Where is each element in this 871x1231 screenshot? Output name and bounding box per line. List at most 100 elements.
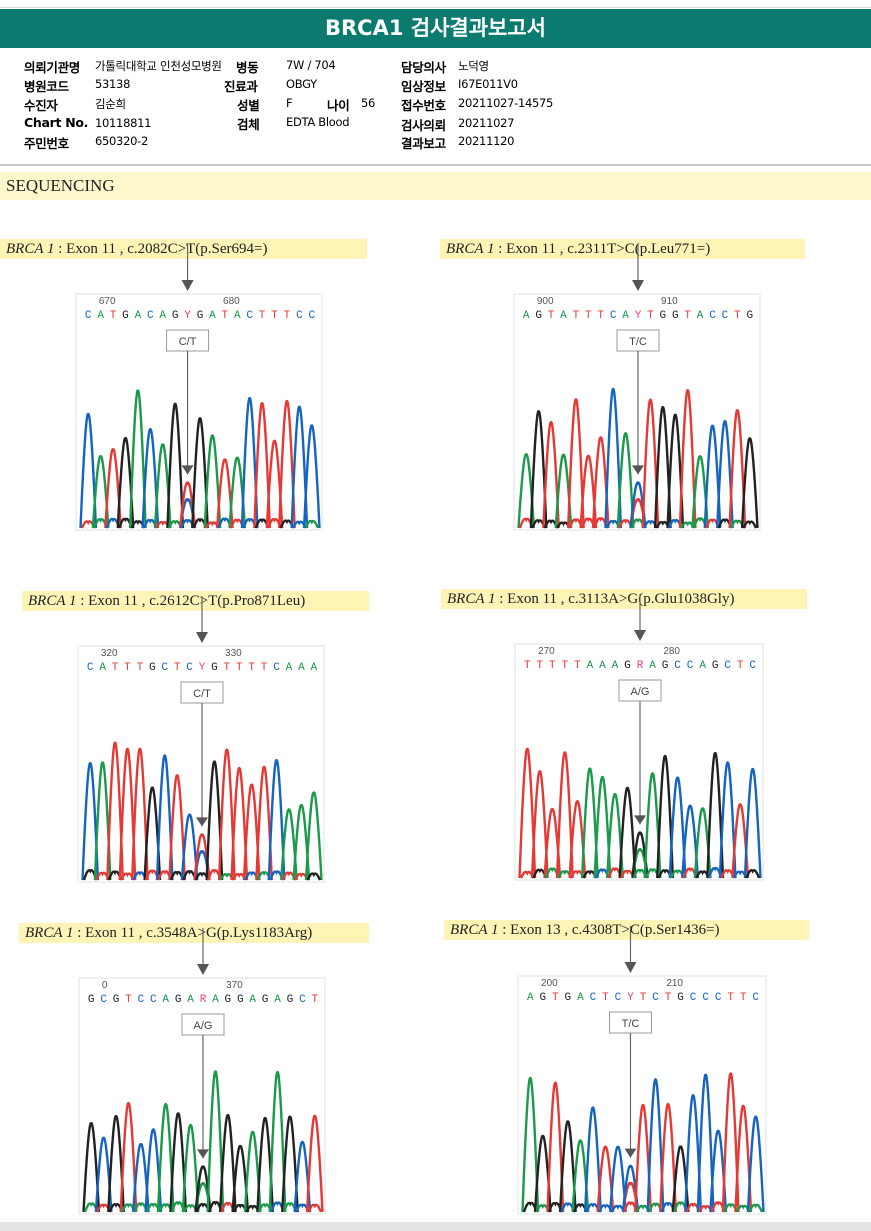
- base-call: A: [298, 662, 305, 674]
- variant-detail: : Exon 11 , c.2311T>C(p.Leu771=): [494, 241, 711, 257]
- base-call: A: [286, 662, 293, 674]
- base-call: C: [687, 660, 694, 672]
- base-call: A: [99, 662, 106, 674]
- base-call: Y: [199, 662, 206, 674]
- variant-label: BRCA 1 : Exon 11 , c.2311T>C(p.Leu771=): [440, 239, 805, 259]
- trace-peak: [153, 443, 172, 529]
- base-call: C: [138, 994, 145, 1006]
- base-call: Y: [635, 310, 642, 322]
- marker-arrowhead: [632, 465, 644, 475]
- trace-peak: [268, 1071, 287, 1213]
- base-call: T: [112, 662, 119, 674]
- chromatogram: 200 210 A G T G A C T C Y T C T G C C C T T C T/C: [517, 926, 767, 1218]
- trace-peak: [182, 870, 197, 881]
- trace-peak: [728, 409, 747, 529]
- trace-peak: [610, 1204, 626, 1213]
- pointer-arrowhead: [624, 962, 637, 973]
- base-call: T: [727, 992, 734, 1004]
- trace-frame: [77, 645, 325, 883]
- trace-peak: [79, 412, 98, 529]
- dept-value: OBGY: [286, 77, 317, 91]
- trace-peak: [156, 1103, 175, 1213]
- receipt-label: 접수번호: [401, 98, 446, 113]
- base-call: A: [209, 310, 216, 322]
- trace-peak: [206, 1070, 225, 1213]
- base-call: T: [110, 310, 117, 322]
- base-call: C: [308, 310, 315, 322]
- base-call: A: [249, 994, 256, 1006]
- base-call: C: [690, 992, 697, 1004]
- chart-value: 10118811: [95, 116, 152, 130]
- base-call: C: [724, 660, 731, 672]
- marker-arrowhead: [181, 465, 194, 475]
- base-call: C: [709, 310, 716, 322]
- resident-label: 주민번호: [24, 136, 69, 151]
- base-call: T: [573, 310, 580, 322]
- trace-peak: [281, 1115, 299, 1213]
- trace-tick-label: 670: [99, 296, 116, 307]
- trace-peak: [555, 751, 574, 879]
- marker-arrowhead: [196, 817, 208, 827]
- het-call-label: T/C: [629, 336, 647, 348]
- base-call: R: [637, 660, 644, 672]
- base-call: C: [715, 992, 722, 1004]
- trace-peak: [517, 453, 536, 529]
- base-call: C: [590, 992, 597, 1004]
- trace-peak: [566, 398, 585, 529]
- gene-name: BRCA 1: [6, 241, 55, 257]
- trace-peak: [290, 405, 309, 529]
- base-call: C: [273, 662, 280, 674]
- base-call: T: [248, 662, 255, 674]
- trace-peak: [709, 1129, 728, 1213]
- variant-label: BRCA 1 : Exon 13 , c.4308T>C(p.Ser1436=): [444, 920, 809, 940]
- dept-label: 진료과: [224, 79, 258, 94]
- trace-peak: [231, 1145, 250, 1213]
- trace-peak: [558, 1120, 577, 1213]
- base-call: T: [602, 992, 609, 1004]
- trace-peak: [169, 1112, 188, 1213]
- trace-frame: [517, 975, 767, 1215]
- trace-peak: [304, 791, 323, 881]
- specimen-value: EDTA Blood: [286, 115, 350, 129]
- het-call-label: C/T: [179, 336, 197, 348]
- base-call: T: [137, 662, 144, 674]
- trace-peak: [684, 1094, 703, 1213]
- chromatogram: 670 680 C A T G A C A G Y G A T A C T T T C C C/T: [75, 244, 323, 534]
- base-call: T: [524, 660, 531, 672]
- base-call: A: [527, 992, 534, 1004]
- base-call: C: [100, 994, 107, 1006]
- trace-peak: [659, 1103, 678, 1213]
- trace-peak: [643, 772, 662, 879]
- base-call: C: [299, 994, 306, 1006]
- trace-peak: [543, 808, 562, 879]
- trace-tick-label: 210: [666, 978, 683, 989]
- trace-frame: [75, 293, 323, 531]
- base-call: A: [187, 994, 194, 1006]
- base-call: C: [610, 310, 617, 322]
- trace-peak: [205, 760, 224, 881]
- result-value: 20211120: [458, 134, 515, 148]
- het-call-label: A/G: [631, 686, 650, 698]
- base-call: C: [749, 660, 756, 672]
- request-value: 20211027: [458, 116, 515, 130]
- gene-name: BRCA 1: [28, 593, 77, 609]
- trace-peak: [167, 520, 183, 529]
- trace-peak: [265, 439, 284, 529]
- trace-peak: [616, 432, 635, 529]
- pointer-arrowhead: [197, 964, 209, 975]
- patient-label: 수진자: [24, 98, 58, 113]
- trace-peak: [666, 413, 685, 529]
- het-call-label: A/G: [194, 1020, 213, 1032]
- base-call: G: [746, 310, 753, 322]
- base-call: C: [85, 310, 92, 322]
- trace-peak: [653, 406, 672, 529]
- base-call: G: [660, 310, 667, 322]
- base-call: C: [246, 310, 253, 322]
- trace-peak: [605, 793, 624, 879]
- trace-peak: [583, 1106, 602, 1213]
- trace-peak: [307, 1203, 323, 1213]
